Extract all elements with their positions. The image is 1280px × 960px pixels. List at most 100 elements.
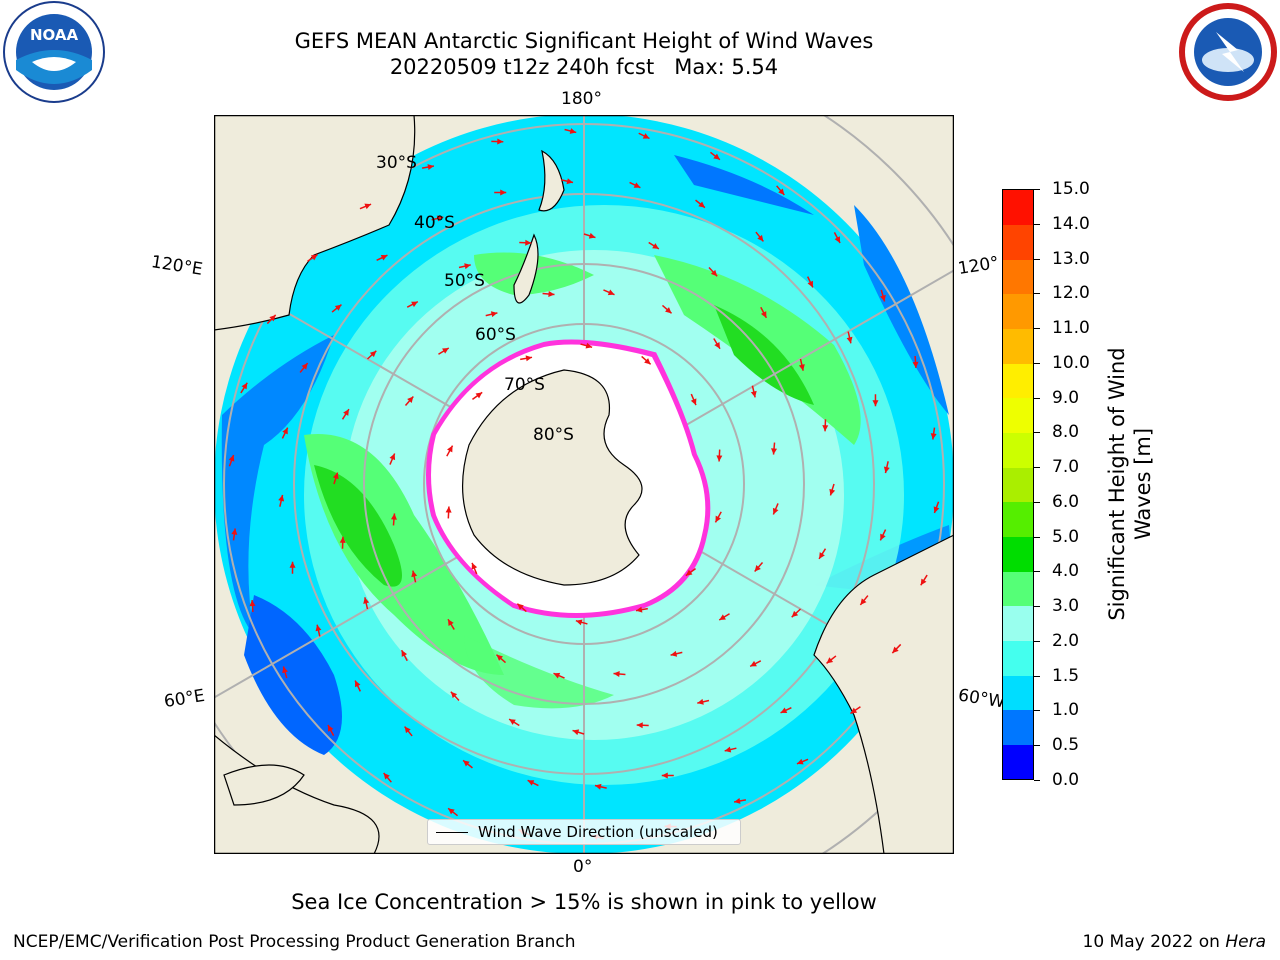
wave-arrow-head (390, 513, 397, 520)
wave-arrow-head (690, 398, 697, 406)
wave-arrow-head (447, 445, 453, 453)
wave-arrow-head (497, 138, 504, 145)
antarctica (462, 369, 643, 586)
wave-arrow-head (846, 336, 853, 344)
colorbar-segment (1003, 640, 1033, 676)
wave-arrow-head (427, 164, 434, 170)
wave-arrow-head (933, 506, 940, 514)
wave-arrow-head (880, 294, 886, 302)
colorbar-tick (1034, 536, 1040, 538)
lon-label-60w: 60°W (956, 685, 1007, 713)
wave-arrow-head (670, 650, 678, 657)
colorbar-tick-label: 0.0 (1052, 770, 1080, 790)
wave-arrow-head (819, 552, 825, 559)
wave-arrow-head (569, 128, 577, 134)
wave-arrow-head (363, 597, 370, 604)
wave-arrow-head (355, 680, 361, 688)
polar-map (214, 115, 954, 854)
legend-label: Wind Wave Direction (unscaled) (478, 823, 718, 841)
wave-arrow-head (315, 624, 322, 632)
colorbar-tick-label: 1.5 (1052, 665, 1080, 686)
wave-arrow-head (334, 304, 342, 311)
wave-arrow-head (613, 671, 620, 678)
lon-label-180: 180° (561, 89, 602, 109)
wave-arrow-head (796, 758, 804, 765)
wave-arrow-head (407, 396, 414, 403)
sea-ice-note: Sea Ice Concentration > 15% is shown in … (291, 890, 877, 914)
colorbar-segment (1003, 501, 1033, 537)
wave-arrow-head (241, 382, 248, 390)
colorbar-segment (1003, 536, 1033, 572)
wave-band-blue (854, 205, 949, 415)
wave-arrow-head (445, 506, 452, 513)
colorbar-tick (1034, 467, 1040, 469)
lat-label-70s: 70°S (504, 375, 545, 395)
wave-band-blue (674, 155, 814, 215)
wave-arrow-head (652, 243, 659, 249)
wave-arrow-head (642, 133, 650, 139)
wave-band-green (714, 305, 814, 405)
colorbar-segment (1003, 605, 1033, 641)
wave-arrow-head (527, 780, 535, 786)
wave-arrow-head (826, 657, 834, 664)
lat-label-30s: 30°S (376, 153, 417, 173)
colorbar-tick-label: 1.0 (1052, 700, 1080, 721)
title-line1: GEFS MEAN Antarctic Significant Height o… (294, 29, 874, 53)
wave-arrow-head (464, 263, 471, 270)
wave-arrow-head (369, 350, 377, 358)
colorbar-tick (1034, 501, 1040, 503)
wave-arrow-head (829, 488, 836, 496)
colorbar-tick-label: 12.0 (1052, 283, 1090, 304)
footer-date-text: 10 May 2022 on (1082, 932, 1220, 952)
wave-arrow-head (448, 619, 454, 626)
wave-arrow-head (633, 182, 641, 188)
colorbar-tick (1034, 571, 1040, 573)
colorbar-tick-label: 7.0 (1052, 457, 1080, 478)
wave-arrow-head (685, 569, 693, 576)
wave-band-green (464, 635, 614, 709)
colorbar-tick (1034, 293, 1040, 295)
lat-label-40s: 40°S (414, 213, 455, 233)
new-zealand (513, 233, 539, 304)
colorbar-tick (1034, 189, 1040, 190)
wave-arrow-head (661, 772, 668, 779)
wave-arrow-head (475, 392, 483, 399)
colorbar-tick (1034, 362, 1040, 364)
wave-arrow-head (780, 707, 788, 713)
colorbar (1002, 189, 1034, 780)
wave-arrow-head (585, 342, 593, 349)
wave-arrow-head (463, 760, 470, 767)
wave-arrow-head (231, 528, 238, 535)
lon-label-120w: 120° (956, 252, 1001, 280)
wave-arrow-head (496, 654, 503, 661)
wave-arrow-head (339, 536, 346, 543)
footer-host: Hera (1225, 932, 1266, 952)
colorbar-tick (1034, 745, 1040, 747)
wave-arrow-head (588, 232, 596, 239)
wave-arrow-head (442, 348, 449, 354)
colorbar-tick (1034, 780, 1040, 781)
wave-arrow-head (665, 307, 672, 314)
wave-arrow-head (269, 314, 276, 322)
wave-arrow-head (698, 201, 705, 208)
wave-arrow-head (509, 719, 516, 725)
australia (214, 115, 416, 331)
wave-arrow-head (716, 455, 723, 462)
wave-arrow-head (404, 726, 411, 734)
wave-arrow-head (411, 570, 418, 578)
wave-arrow-head (850, 707, 858, 714)
wave-arrow-head (697, 698, 704, 705)
wave-arrow-head (892, 646, 899, 654)
wave-arrow-head (575, 619, 583, 626)
colorbar-segment (1003, 432, 1033, 468)
colorbar-tick-label: 6.0 (1052, 491, 1080, 512)
new-zealand (538, 149, 565, 212)
wave-arrow-head (750, 660, 757, 667)
wave-arrow-head (548, 290, 555, 297)
footer-date: 10 May 2022 on Hera (1083, 932, 1267, 952)
colorbar-title-line2: Waves [m] (1131, 427, 1155, 541)
map-legend: Wind Wave Direction (unscaled) (427, 819, 741, 845)
wave-arrow-head (807, 280, 813, 288)
colorbar-segment (1003, 190, 1033, 226)
colorbar-tick (1034, 640, 1040, 642)
